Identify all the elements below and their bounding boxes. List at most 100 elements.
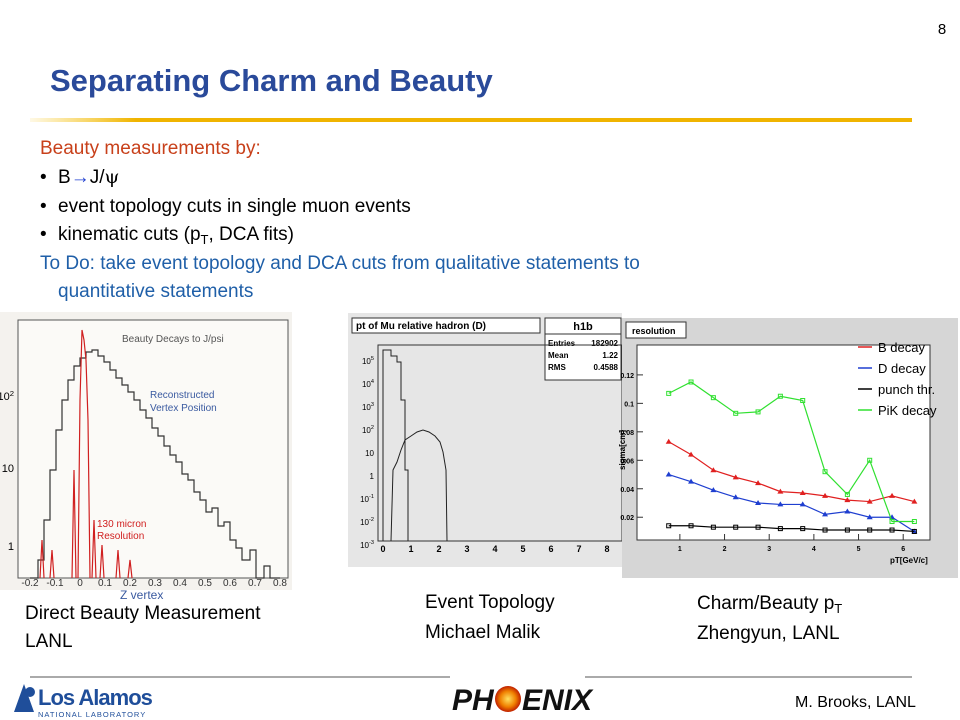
x-tick-label: 0.7 bbox=[248, 578, 262, 589]
x-tick-label: 4 bbox=[812, 546, 816, 553]
text: J/ bbox=[90, 167, 106, 188]
point bbox=[688, 379, 694, 385]
point bbox=[822, 511, 829, 517]
point bbox=[911, 498, 918, 504]
stats-title: h1b bbox=[573, 321, 593, 333]
caption: Charm/Beauty pT bbox=[697, 593, 842, 616]
x-tick-label: 0.1 bbox=[98, 578, 112, 589]
point bbox=[665, 438, 672, 444]
plot-frame bbox=[17, 319, 289, 579]
exponent: 3 bbox=[371, 402, 374, 408]
x-tick-label: 5 bbox=[520, 544, 525, 554]
x-tick-label: 0.6 bbox=[223, 578, 237, 589]
y-tick-label: 104 bbox=[362, 379, 374, 389]
point bbox=[867, 527, 873, 533]
y-tick-label: 10-2 bbox=[360, 517, 374, 527]
slide-number: 8 bbox=[938, 21, 946, 38]
point bbox=[755, 524, 761, 530]
x-tick-label: 3 bbox=[464, 544, 469, 554]
point bbox=[822, 469, 828, 475]
x-tick-label: 3 bbox=[767, 546, 771, 553]
figure-3: resolution sigma[cm] pT[GeV/c] 0.02 0.04 0… bbox=[618, 318, 958, 578]
point bbox=[666, 390, 672, 396]
lab-name: Los Alamos bbox=[38, 685, 153, 710]
exponent: -2 bbox=[369, 517, 374, 523]
intro: Beauty measurements by: bbox=[40, 138, 261, 159]
logo-flame bbox=[495, 686, 521, 712]
bullet-dot: • bbox=[40, 167, 47, 188]
y-tick-label: 1 bbox=[8, 541, 14, 553]
point bbox=[844, 508, 851, 514]
text: , DCA fits) bbox=[209, 224, 295, 245]
text: ψ bbox=[104, 166, 119, 188]
experiment-logo: PH ENIX bbox=[452, 684, 594, 717]
legend-label: punch thr. bbox=[878, 382, 935, 397]
stats-key: Mean bbox=[548, 351, 569, 360]
x-tick-label: 2 bbox=[436, 544, 441, 554]
base: 10 bbox=[360, 541, 369, 550]
x-tick-label: 0.2 bbox=[123, 578, 137, 589]
point bbox=[777, 526, 783, 532]
point bbox=[732, 494, 739, 500]
y-tick-label: 10-3 bbox=[360, 540, 374, 550]
base: 10 bbox=[362, 426, 371, 435]
y-tick-label: 10 bbox=[2, 463, 14, 475]
x-tick-label: 1 bbox=[678, 546, 682, 553]
point bbox=[799, 501, 806, 507]
bullet: B→J/ψ bbox=[58, 166, 119, 188]
histogram bbox=[382, 349, 448, 542]
base: 10 bbox=[362, 357, 371, 366]
base: 10 bbox=[362, 403, 371, 412]
point bbox=[889, 518, 895, 524]
logo-text: PH bbox=[452, 684, 495, 717]
point bbox=[755, 499, 762, 505]
point bbox=[777, 501, 784, 507]
base: 1 bbox=[370, 472, 375, 481]
y-tick-label: 0.06 bbox=[620, 458, 634, 465]
arrow: → bbox=[71, 167, 90, 188]
exponent: 2 bbox=[371, 425, 374, 431]
y-tick-label: 102 bbox=[0, 389, 14, 403]
point bbox=[777, 488, 784, 494]
x-tick-label: 7 bbox=[576, 544, 581, 554]
base: 10 bbox=[0, 391, 10, 403]
point bbox=[867, 457, 873, 463]
y-tick-label: 103 bbox=[362, 402, 374, 412]
point bbox=[733, 410, 739, 416]
bullet-dot: • bbox=[40, 196, 47, 217]
x-tick-label: 0.4 bbox=[173, 578, 187, 589]
y-axis-label: sigma[cm] bbox=[618, 430, 627, 470]
point bbox=[755, 480, 762, 486]
plot-title: resolution bbox=[632, 326, 676, 336]
series-line bbox=[668, 381, 915, 523]
slide-title: Separating Charm and Beauty bbox=[50, 63, 493, 98]
annotation: Reconstructed bbox=[150, 390, 214, 401]
point bbox=[844, 491, 850, 497]
y-tick-label: 102 bbox=[362, 425, 374, 435]
stats-key: Entries bbox=[548, 339, 576, 348]
logo-mark bbox=[25, 687, 35, 697]
point bbox=[822, 492, 829, 498]
y-tick-label: 0.12 bbox=[620, 373, 634, 380]
point bbox=[889, 492, 896, 498]
title-box bbox=[351, 317, 541, 334]
exponent: 5 bbox=[371, 356, 374, 362]
stats-key: RMS bbox=[548, 363, 566, 372]
x-tick-label: 0 bbox=[380, 544, 385, 554]
title-box bbox=[625, 321, 687, 339]
x-tick-label: 5 bbox=[857, 546, 861, 553]
base: 10 bbox=[365, 449, 374, 458]
text: B bbox=[58, 167, 71, 188]
stats-value: 182902 bbox=[591, 339, 618, 348]
series-line bbox=[668, 473, 915, 532]
point bbox=[666, 523, 672, 529]
point bbox=[866, 514, 873, 520]
point bbox=[688, 451, 695, 457]
x-tick-label: 8 bbox=[604, 544, 609, 554]
subscript: T bbox=[201, 232, 209, 247]
series-line bbox=[668, 525, 915, 533]
histogram bbox=[30, 349, 280, 579]
point bbox=[710, 524, 716, 530]
point bbox=[911, 528, 917, 534]
